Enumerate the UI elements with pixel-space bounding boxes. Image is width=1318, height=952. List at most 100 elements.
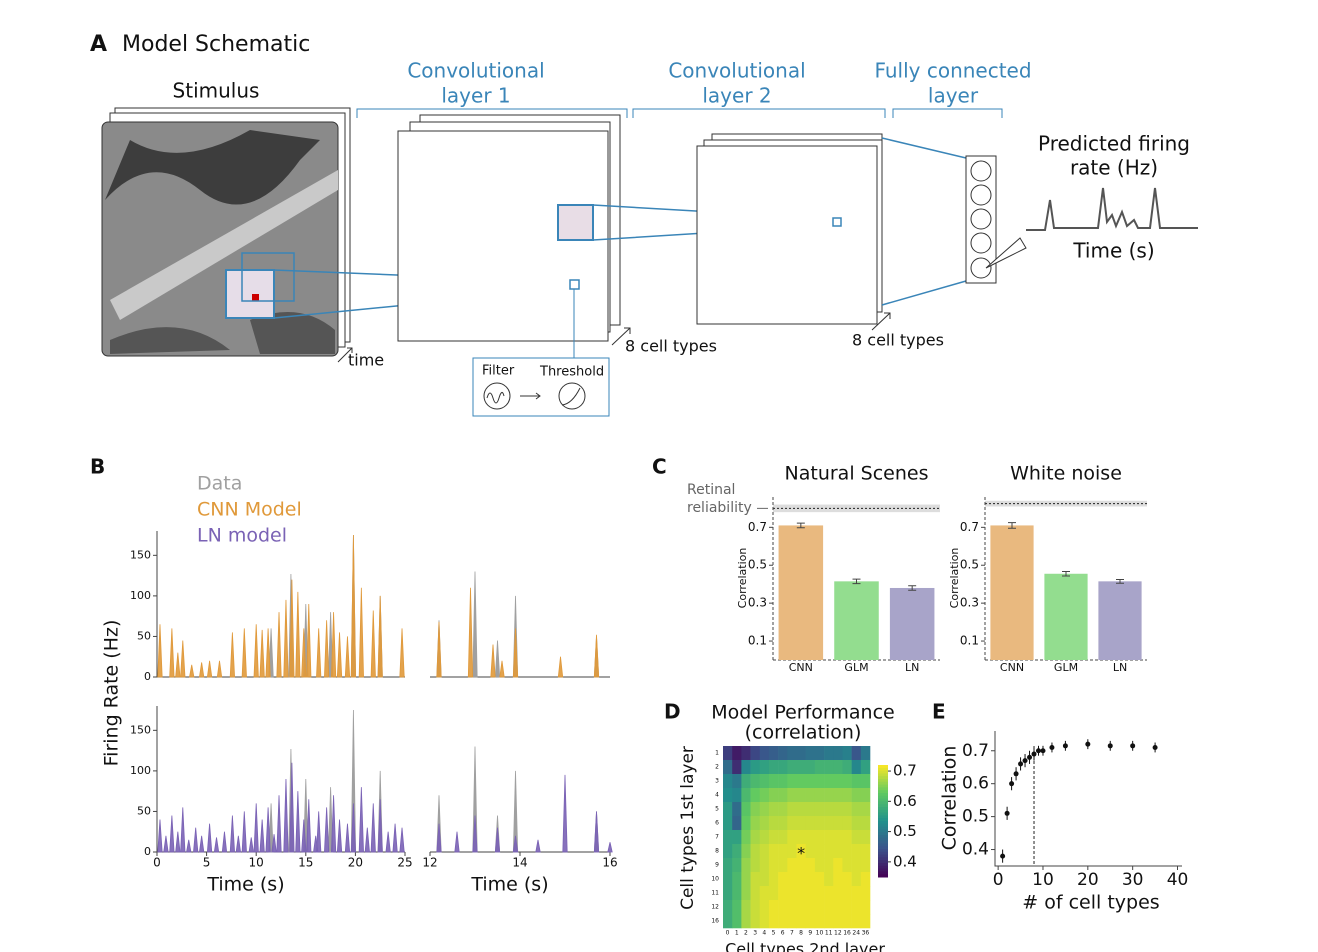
heat-cell xyxy=(778,816,788,831)
heat-cell xyxy=(723,816,733,831)
y-tick-label: 0.7 xyxy=(962,741,989,761)
spike xyxy=(324,620,330,678)
y-axis-label: Correlation xyxy=(948,548,961,609)
x-tick-label: 5 xyxy=(203,856,211,870)
y-tick-label: 16 xyxy=(711,918,719,925)
y-axis-label: Cell types 1st layer xyxy=(678,746,698,910)
panel-label: E xyxy=(932,700,946,724)
heat-cell xyxy=(732,802,742,817)
heat-cell xyxy=(805,914,816,929)
heat-cell xyxy=(824,830,834,845)
y-tick-label: 0.3 xyxy=(960,596,979,610)
heat-cell xyxy=(814,816,825,831)
heat-cell xyxy=(778,802,788,817)
heat-cell xyxy=(741,816,751,831)
heat-cell xyxy=(860,858,871,873)
heat-cell xyxy=(723,858,733,873)
spike xyxy=(358,587,364,678)
spike xyxy=(180,807,186,853)
heat-cell xyxy=(750,858,761,873)
spike xyxy=(229,632,236,678)
heat-cell xyxy=(750,802,761,817)
heat-cell xyxy=(732,872,742,887)
spike xyxy=(163,835,169,853)
heat-cell xyxy=(778,872,788,887)
y-tick-label: 0 xyxy=(144,845,151,858)
heat-cell xyxy=(805,760,816,775)
x-tick-label: GLM xyxy=(844,661,868,674)
heat-cell xyxy=(741,872,751,887)
heat-cell xyxy=(732,900,742,915)
heat-cell xyxy=(741,900,751,915)
colorbar-segment xyxy=(878,790,888,794)
spike xyxy=(175,652,181,678)
heat-cell xyxy=(814,886,825,901)
heat-cell xyxy=(824,760,834,775)
heat-cell xyxy=(768,858,779,873)
spike xyxy=(198,662,205,678)
x-tick-label: 11 xyxy=(825,930,833,937)
heat-cell xyxy=(805,830,816,845)
x-tick-label: 5 xyxy=(772,930,776,937)
y-axis-label: Firing Rate (Hz) xyxy=(101,620,123,767)
heat-cell xyxy=(750,872,761,887)
heat-cell xyxy=(741,844,751,859)
spike xyxy=(229,815,236,853)
filter-patch xyxy=(225,269,275,319)
heat-cell xyxy=(860,802,871,817)
x-tick-label: 0 xyxy=(993,870,1004,890)
heat-cell xyxy=(768,900,779,915)
heat-cell xyxy=(759,802,770,817)
heat-cell xyxy=(842,914,852,929)
error-bar xyxy=(1008,522,1016,529)
heat-cell xyxy=(805,802,816,817)
frame xyxy=(696,145,878,325)
spike xyxy=(193,827,199,853)
heat-cell xyxy=(778,886,788,901)
colorbar-segment xyxy=(878,832,888,836)
heat-cell xyxy=(842,872,852,887)
heat-cell xyxy=(732,844,742,859)
colorbar-segment xyxy=(878,846,888,850)
colorbar-segment xyxy=(878,829,888,833)
panel-label: C xyxy=(652,455,667,479)
heat-cell xyxy=(778,844,788,859)
x-tick-label: 2 xyxy=(744,930,748,937)
foliage xyxy=(105,130,320,205)
y-tick-label: 0.5 xyxy=(960,558,979,572)
heat-cell xyxy=(814,900,825,915)
annotation: reliability xyxy=(687,500,752,516)
spike xyxy=(316,811,322,853)
heat-cell xyxy=(860,746,871,761)
y-tick-label: 9 xyxy=(715,862,719,869)
y-tick-label: 3 xyxy=(715,778,719,785)
x-tick-label: 20 xyxy=(1077,870,1099,890)
heat-cell xyxy=(787,746,797,761)
colorbar-segment xyxy=(878,773,888,777)
point xyxy=(1013,771,1019,777)
heat-cell xyxy=(842,816,852,831)
heat-cell xyxy=(723,844,733,859)
spike xyxy=(436,823,442,853)
heat-cell xyxy=(796,746,806,761)
spike xyxy=(276,795,282,853)
heat-cell xyxy=(833,830,843,845)
heat-cell xyxy=(796,816,806,831)
neuron xyxy=(970,184,992,206)
heat-cell xyxy=(732,914,742,929)
chart-title: Natural Scenes xyxy=(785,463,929,485)
spike xyxy=(306,603,312,678)
chart-title: (correlation) xyxy=(745,722,862,744)
spike xyxy=(216,660,223,678)
spike xyxy=(370,610,376,678)
label: layer xyxy=(928,84,979,108)
heat-cell xyxy=(759,830,770,845)
x-tick-label: 9 xyxy=(808,930,812,937)
point xyxy=(1049,744,1055,750)
spike xyxy=(399,628,405,678)
bar xyxy=(990,525,1034,660)
heat-cell xyxy=(833,760,843,775)
y-tick-label: 8 xyxy=(715,848,719,855)
heat-cell xyxy=(787,844,797,859)
x-tick-label: 10 xyxy=(1032,870,1054,890)
